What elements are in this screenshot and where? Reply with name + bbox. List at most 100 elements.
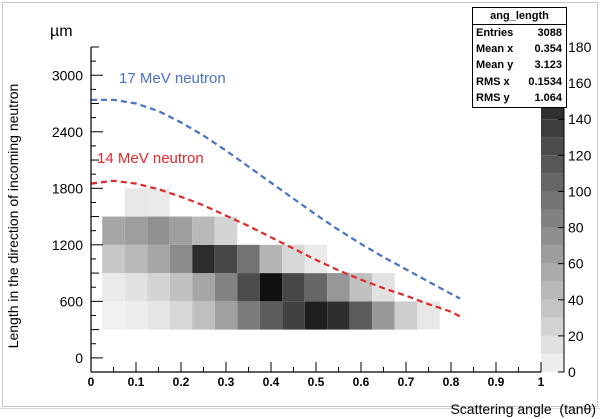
histogram-bin	[169, 244, 193, 274]
histogram-bin	[282, 273, 305, 302]
z-tick-label: 140	[568, 111, 592, 127]
histogram-bin	[124, 244, 148, 274]
x-tick-label: 0.6	[353, 375, 370, 389]
x-tick-label: 0	[88, 375, 95, 389]
histogram-bin	[102, 216, 125, 245]
stats-value: 3088	[537, 27, 562, 39]
histogram-bin	[214, 301, 238, 330]
z-tick-label: 100	[568, 183, 592, 199]
histogram-bin	[259, 244, 283, 274]
x-axis-title: Scattering angle (tanθ)	[450, 401, 596, 417]
stats-label: Entries	[476, 27, 514, 39]
color-scale-step	[541, 209, 564, 228]
histogram-bin	[282, 244, 305, 274]
tick-labels: 0 0.1 0.2 0.3 0.4 0.5 0.6 0.7 0.8 0.9 1 0 600 1200 180…	[52, 46, 545, 389]
histogram-bin	[124, 188, 148, 217]
z-tick-label: 80	[568, 220, 584, 236]
histogram-bin	[214, 273, 238, 302]
neutron-curves: 17 MeV neutron 14 MeV neutron	[90, 70, 461, 318]
x-tick-label: 0.4	[263, 375, 280, 389]
z-tick-label: 60	[568, 256, 584, 272]
stats-label: Mean x	[476, 43, 514, 56]
histogram-bin	[237, 273, 260, 302]
y-tick-label: 600	[60, 293, 84, 309]
x-tick-label: 0.5	[308, 375, 325, 389]
curve-14mev	[90, 179, 461, 318]
color-scale-step	[541, 173, 564, 192]
color-scale: 0 20 40 60 80 100 120 140 160 180	[541, 39, 592, 380]
curve-label-17mev: 17 MeV neutron	[119, 70, 226, 87]
histogram-bin	[214, 244, 238, 274]
y-tick-label: 1200	[52, 237, 83, 253]
histogram-bin	[372, 301, 395, 330]
histogram-bin	[304, 273, 328, 302]
z-tick-label: 40	[568, 292, 584, 308]
z-tick-label: 120	[568, 147, 592, 163]
stats-label: RMS x	[476, 75, 510, 88]
stats-value: 0.1534	[528, 75, 562, 88]
histogram-bin	[192, 216, 215, 245]
y-tick-label: 3000	[52, 67, 83, 83]
stats-label: RMS y	[476, 91, 510, 104]
histogram-bin	[394, 301, 418, 330]
stats-row-mean-y: Mean y 3.123	[473, 57, 566, 73]
histogram-bin	[169, 301, 193, 330]
histogram-bins	[102, 188, 440, 330]
x-tick-label: 0.7	[398, 375, 415, 389]
color-scale-step	[541, 245, 564, 264]
histogram-bin	[124, 301, 148, 330]
y-axis-title: Length in the direction of incoming neut…	[5, 84, 21, 349]
histogram-bin	[147, 216, 170, 245]
histogram-bin	[349, 301, 373, 330]
histogram-bin	[102, 244, 125, 274]
color-scale-step	[541, 335, 564, 354]
x-tick-label: 0.8	[443, 375, 460, 389]
histogram-bin	[124, 273, 148, 302]
bottom-divider	[0, 408, 600, 409]
histogram-bin	[327, 301, 350, 330]
color-scale-step	[541, 263, 564, 282]
y-unit-label: µm	[50, 23, 73, 40]
histogram-bin	[304, 301, 328, 330]
histogram-bin	[169, 273, 193, 302]
histogram-bin	[214, 216, 238, 245]
histogram-bin	[147, 301, 170, 330]
stats-row-entries: Entries 3088	[473, 25, 566, 41]
color-scale-step	[541, 155, 564, 174]
stats-label: Mean y	[476, 59, 514, 72]
histogram-bin	[237, 244, 260, 274]
x-tick-label: 0.3	[218, 375, 235, 389]
color-scale-step	[541, 281, 564, 300]
histogram-bin	[102, 301, 125, 330]
color-scale-step	[541, 119, 564, 138]
x-tick-label: 1	[538, 375, 545, 389]
histogram-bin	[192, 273, 215, 302]
color-scale-step	[541, 137, 564, 156]
histogram-bin	[259, 301, 283, 330]
color-scale-step	[541, 353, 564, 372]
color-scale-step	[541, 299, 564, 318]
stats-row-rms-y: RMS y 1.064	[473, 90, 566, 106]
stats-value: 0.354	[534, 43, 562, 56]
stats-value: 1.064	[534, 91, 562, 104]
stats-row-mean-x: Mean x 0.354	[473, 41, 566, 57]
histogram-bin	[192, 301, 215, 330]
color-scale-step	[541, 317, 564, 336]
curve-17mev	[91, 98, 461, 300]
stats-row-rms-x: RMS x 0.1534	[473, 74, 566, 90]
histogram-bin	[147, 244, 170, 274]
histogram-bin	[237, 301, 260, 330]
histogram-bin	[327, 273, 350, 302]
x-tick-label: 0.1	[128, 375, 145, 389]
x-tick-label: 0.2	[173, 375, 190, 389]
histogram-bin	[349, 273, 373, 302]
histogram-bin	[124, 216, 148, 245]
curve-label-14mev: 14 MeV neutron	[97, 150, 204, 167]
z-tick-label: 180	[568, 39, 592, 55]
histogram-bin	[417, 301, 440, 330]
histogram-bin	[192, 244, 215, 274]
z-tick-label: 20	[568, 328, 584, 344]
histogram-bin	[102, 273, 125, 302]
color-scale-step	[541, 227, 564, 246]
